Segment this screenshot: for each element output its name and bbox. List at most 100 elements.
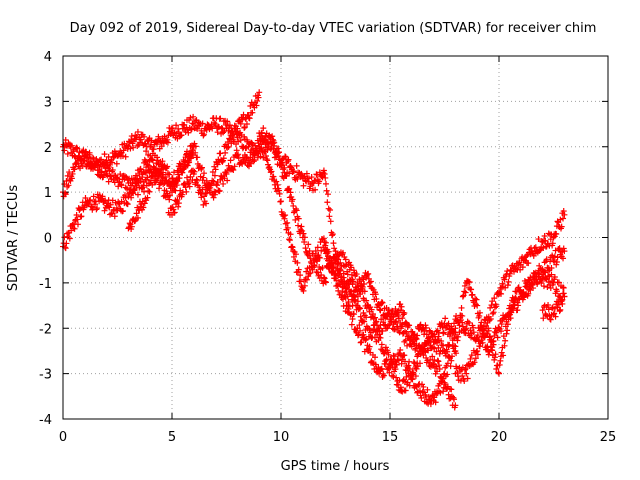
data-point — [106, 167, 113, 174]
data-point — [237, 137, 244, 144]
data-point — [62, 137, 69, 144]
data-point — [551, 253, 558, 260]
data-point — [109, 167, 116, 174]
data-point — [303, 248, 310, 255]
data-point — [175, 168, 182, 175]
data-point — [289, 196, 296, 203]
data-point — [541, 233, 548, 240]
data-point — [175, 200, 182, 207]
data-point — [435, 358, 442, 365]
data-point — [372, 314, 379, 321]
data-point — [257, 137, 264, 144]
data-point — [419, 388, 426, 395]
data-point — [479, 339, 486, 346]
data-point — [148, 137, 155, 144]
data-point — [254, 150, 261, 157]
data-point — [312, 186, 319, 193]
data-point — [455, 333, 462, 340]
data-point — [143, 197, 150, 204]
data-point — [416, 387, 423, 394]
data-point — [124, 185, 131, 192]
data-point — [470, 324, 477, 331]
data-point — [300, 230, 307, 237]
data-point — [439, 323, 446, 330]
data-point — [265, 139, 272, 146]
data-point — [130, 144, 137, 151]
data-point — [75, 152, 82, 159]
data-point — [461, 378, 468, 385]
data-point — [294, 259, 301, 266]
data-point — [488, 346, 495, 353]
data-point — [444, 331, 451, 338]
data-point — [417, 321, 424, 328]
data-point — [356, 322, 363, 329]
data-point — [245, 143, 252, 150]
data-point — [500, 352, 507, 359]
data-point — [337, 259, 344, 266]
data-point — [322, 250, 329, 257]
data-point — [468, 334, 475, 341]
data-point — [504, 312, 511, 319]
data-point — [393, 374, 400, 381]
data-point — [280, 161, 287, 168]
data-point — [376, 325, 383, 332]
data-point — [127, 145, 134, 152]
data-point — [412, 383, 419, 390]
data-point — [293, 162, 300, 169]
data-point — [220, 155, 227, 162]
data-point — [410, 359, 417, 366]
data-point — [83, 155, 90, 162]
data-point — [470, 329, 477, 336]
data-point — [214, 161, 221, 168]
data-point — [463, 325, 470, 332]
data-point — [264, 157, 271, 164]
data-point — [540, 315, 547, 322]
data-point — [117, 181, 124, 188]
data-point — [88, 203, 95, 210]
data-point — [444, 371, 451, 378]
data-point — [461, 282, 468, 289]
data-point — [342, 285, 349, 292]
data-point — [249, 109, 256, 116]
data-point — [106, 204, 113, 211]
data-point — [94, 205, 101, 212]
data-point — [557, 306, 564, 313]
data-point — [459, 293, 466, 300]
data-point — [199, 186, 206, 193]
data-point — [402, 387, 409, 394]
data-point — [363, 297, 370, 304]
data-point — [448, 357, 455, 364]
data-point — [356, 288, 363, 295]
data-point — [113, 160, 120, 167]
data-point — [64, 150, 71, 157]
data-point — [101, 151, 108, 158]
data-point — [401, 328, 408, 335]
data-point — [525, 286, 532, 293]
data-point — [416, 322, 423, 329]
data-point — [144, 174, 151, 181]
data-point — [247, 103, 254, 109]
x-axis-label: GPS time / hours — [281, 459, 390, 474]
data-point — [301, 282, 308, 289]
data-point — [320, 235, 327, 242]
data-point — [290, 202, 297, 209]
data-point — [325, 205, 332, 212]
data-point — [103, 157, 110, 164]
data-point — [372, 354, 379, 361]
data-point — [263, 152, 270, 159]
data-point — [552, 313, 559, 320]
data-point — [199, 120, 206, 127]
data-point — [509, 294, 516, 301]
data-point — [553, 261, 560, 268]
data-point — [555, 301, 562, 308]
data-point — [86, 149, 93, 156]
data-point — [225, 143, 232, 150]
data-point — [442, 352, 449, 359]
data-point — [339, 296, 346, 303]
data-point — [203, 200, 210, 207]
data-point — [267, 169, 274, 176]
data-point — [442, 315, 449, 322]
data-point — [361, 318, 368, 325]
data-point — [548, 264, 555, 271]
data-point — [91, 161, 98, 168]
